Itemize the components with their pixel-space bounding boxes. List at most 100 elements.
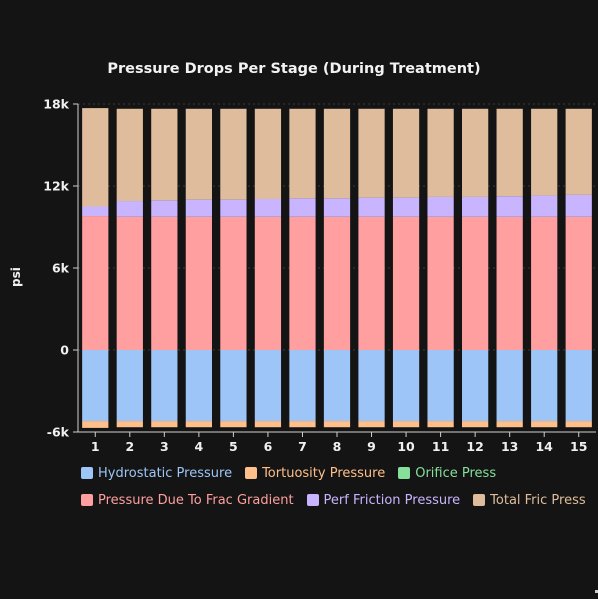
bar-segment [151, 216, 178, 350]
legend-label: Orifice Press [415, 465, 497, 481]
y-tick-label: 12k [43, 179, 69, 194]
bar-segment [392, 108, 420, 198]
bar-segment [462, 421, 489, 428]
bar-segment [323, 108, 351, 199]
bar-segment [82, 421, 109, 428]
bar-segment [565, 194, 592, 217]
bar-segment [185, 350, 212, 422]
x-tick-label: 14 [535, 439, 553, 454]
bar-segment [116, 216, 143, 350]
bar-segment [565, 350, 592, 422]
bar-segment [289, 421, 316, 428]
bar-segment [496, 421, 523, 428]
bar-segment [358, 421, 385, 428]
bar-segment [496, 196, 523, 217]
legend-swatch [81, 494, 93, 506]
bar-segment [462, 216, 489, 350]
bar-segment [185, 216, 212, 350]
legend-label: Tortuosity Pressure [262, 465, 386, 481]
bar-segment [116, 201, 143, 217]
bar-segment [289, 108, 316, 199]
bar-segment [116, 108, 143, 202]
y-axis-label: psi [9, 267, 23, 287]
bar-segment [254, 108, 282, 199]
legend-item[interactable]: Pressure Due To Frac Gradient [81, 493, 294, 508]
bar-segment [565, 421, 592, 428]
legend-swatch [306, 494, 319, 506]
x-tick-label: 13 [501, 439, 518, 454]
y-tick-label: 6k [52, 261, 70, 276]
bar-segment [462, 350, 489, 422]
x-tick-label: 8 [333, 439, 342, 454]
bar-segment [496, 216, 523, 350]
bar-segment [289, 350, 316, 422]
bar-segment [82, 108, 109, 207]
bar-segment [358, 350, 385, 422]
legend-row: Pressure Due To Frac Gradient Perf Fricti… [81, 491, 596, 509]
bar-segment [531, 350, 558, 422]
bar-segment [151, 200, 178, 217]
bar-segment [116, 421, 143, 428]
bars [82, 108, 592, 428]
bar-segment [565, 108, 592, 195]
bar-segment [392, 216, 420, 350]
bar-segment [185, 108, 212, 200]
legend-row: Hydrostatic Pressure Tortuosity Pressure O… [81, 464, 596, 482]
legend-item[interactable]: Orifice Press [398, 466, 496, 481]
bar-segment [358, 197, 385, 217]
legend-swatch [245, 467, 258, 479]
corner-mark [595, 590, 598, 593]
bar-segment [254, 350, 282, 422]
bar-segment [427, 216, 454, 350]
x-tick-label: 12 [466, 439, 483, 454]
bar-segment [392, 197, 420, 217]
bar-segment [220, 199, 247, 217]
bar-segment [220, 350, 247, 422]
bar-segment [82, 350, 109, 422]
bar-segment [358, 216, 385, 350]
legend-item[interactable]: Perf Friction Pressure [306, 492, 461, 508]
legend-item[interactable]: Total Fric Press [473, 493, 586, 508]
bar-segment [254, 198, 282, 217]
bar-segment [220, 216, 247, 350]
x-tick-label: 9 [367, 439, 376, 454]
bar-segment [565, 216, 592, 350]
legend-item[interactable]: Tortuosity Pressure [245, 466, 385, 481]
bar-segment [323, 198, 351, 217]
x-tick-label: 2 [125, 439, 134, 454]
bar-segment [151, 421, 178, 428]
bar-segment [427, 196, 454, 217]
bar-segment [220, 421, 247, 428]
bar-segment [323, 350, 351, 422]
legend-swatch [473, 494, 486, 506]
bar-segment [185, 199, 212, 217]
x-tick-label: 4 [195, 439, 204, 454]
bar-segment [462, 108, 489, 197]
bar-segment [185, 421, 212, 428]
bar-segment [82, 216, 109, 350]
bar-segment [531, 195, 558, 217]
bar-segment [358, 108, 385, 198]
chart-title: Pressure Drops Per Stage (During Treatme… [107, 61, 481, 77]
legend: Hydrostatic Pressure Tortuosity Pressure O… [81, 464, 596, 518]
bar-segment [392, 350, 420, 422]
legend-item[interactable]: Hydrostatic Pressure [81, 466, 232, 481]
legend-swatch [81, 467, 93, 479]
bar-segment [151, 108, 178, 201]
legend-label: Perf Friction Pressure [323, 492, 461, 508]
bar-segment [82, 206, 109, 217]
bar-segment [531, 108, 558, 196]
x-tick-label: 6 [264, 439, 273, 454]
x-tick-label: 5 [229, 439, 238, 454]
bar-segment [289, 216, 316, 350]
bar-segment [496, 350, 523, 422]
y-tick-label: 18k [43, 97, 69, 112]
legend-swatch [398, 467, 411, 479]
legend-label: Pressure Due To Frac Gradient [98, 492, 294, 508]
bar-segment [427, 421, 454, 428]
bar-segment [427, 108, 454, 197]
bar-segment [427, 350, 454, 422]
x-tick-label: 1 [91, 439, 100, 454]
